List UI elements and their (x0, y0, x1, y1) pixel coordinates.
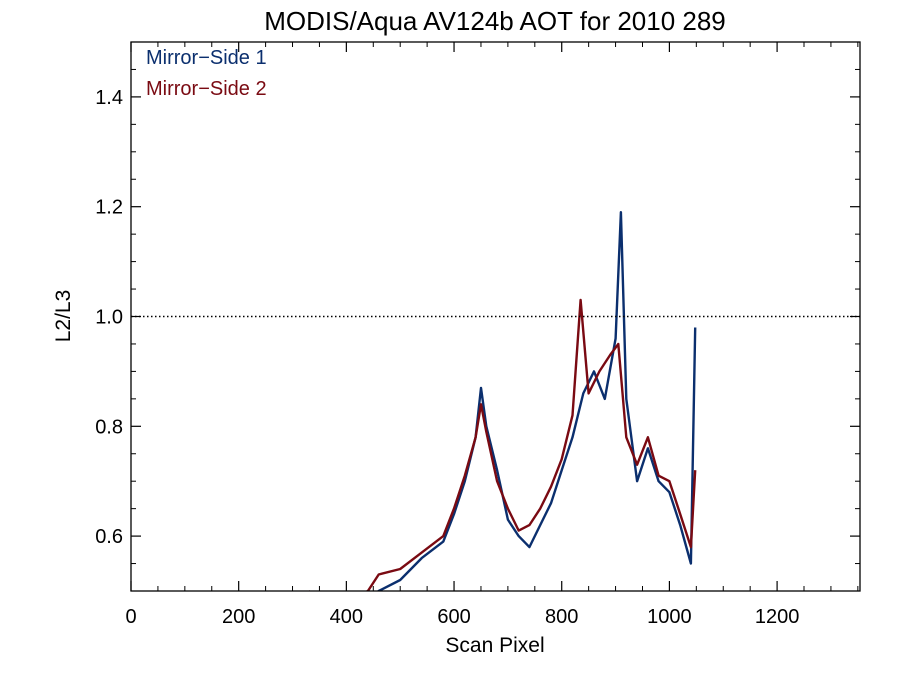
chart-title: MODIS/Aqua AV124b AOT for 2010 289 (264, 6, 726, 36)
series-layer (308, 210, 697, 591)
legend-entry-mirror-side-2: Mirror−Side 2 (146, 78, 267, 100)
y-axis-label: L2/L3 (52, 290, 75, 343)
y-tick-label: 1.2 (95, 197, 123, 219)
y-tick-label: 1.0 (95, 307, 123, 329)
ticks-layer: 0 200 400 600 800 1000 1200 0.6 0.8 1.0 1.2 1.4 (95, 42, 860, 628)
x-tick-label: 1000 (647, 606, 692, 628)
series-line-mirror-side-2 (308, 298, 697, 591)
legend-entry-mirror-side-1: Mirror−Side 1 (146, 47, 267, 69)
legend: Mirror−Side 1 Mirror−Side 2 (146, 47, 267, 100)
y-tick-label: 0.8 (95, 416, 123, 438)
x-axis-label: Scan Pixel (445, 634, 544, 657)
x-tick-label: 400 (330, 606, 363, 628)
x-tick-label: 1200 (755, 606, 800, 628)
x-tick-label: 800 (545, 606, 578, 628)
y-tick-label: 1.4 (95, 87, 123, 109)
x-tick-label: 0 (125, 606, 136, 628)
series-line-mirror-side-1 (376, 210, 697, 591)
y-tick-label: 0.6 (95, 526, 123, 548)
x-tick-label: 200 (222, 606, 255, 628)
x-tick-label: 600 (437, 606, 470, 628)
